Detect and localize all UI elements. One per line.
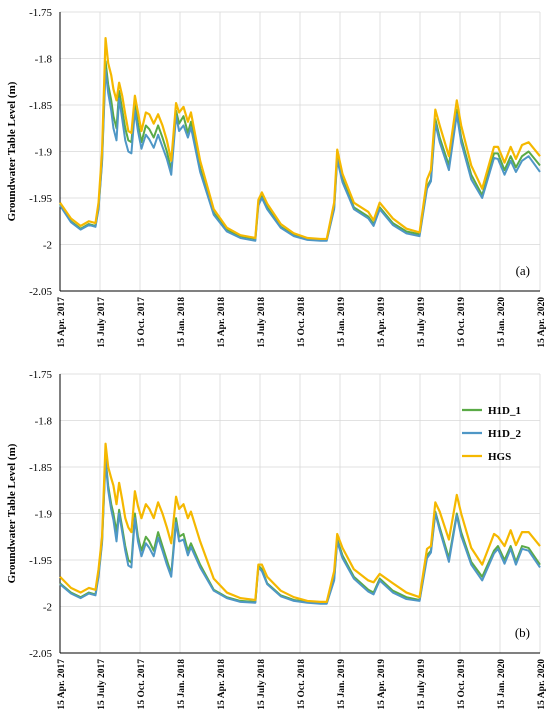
x-tick-label: 15 Apr. 2020 (537, 297, 547, 348)
y-tick-label: -1.8 (35, 54, 53, 66)
y-tick-label: -1.95 (29, 555, 52, 567)
x-tick-label: 15 Jan. 2018 (177, 297, 187, 348)
x-tick-label: 15 Oct. 2018 (297, 659, 307, 710)
legend-entry: H1D_1 (488, 405, 521, 417)
x-tick-label: 15 Jan. 2018 (177, 659, 187, 710)
y-tick-label: -1.85 (29, 462, 52, 474)
y-tick-label: -2.05 (29, 648, 52, 660)
y-tick-label: -1.75 (29, 369, 52, 381)
x-tick-label: 15 Jan. 2019 (337, 297, 347, 348)
panel-label: (b) (515, 625, 530, 640)
x-tick-label: 15 Apr. 2019 (377, 297, 387, 348)
x-tick-label: 15 July 2019 (417, 659, 427, 710)
y-tick-label: -1.8 (35, 416, 53, 428)
panel-label: (a) (516, 263, 530, 278)
x-tick-label: 15 July 2018 (257, 297, 267, 348)
x-tick-label: 15 July 2017 (97, 659, 107, 710)
x-tick-label: 15 Apr. 2017 (57, 659, 67, 710)
x-tick-label: 15 Apr. 2019 (377, 659, 387, 710)
y-axis-label: Groundwater Table Level (m) (6, 81, 18, 221)
x-tick-label: 15 Jan. 2020 (497, 297, 507, 348)
y-tick-label: -1.9 (35, 509, 53, 521)
x-tick-label: 15 Oct. 2019 (457, 659, 467, 710)
x-tick-label: 15 Jan. 2020 (497, 659, 507, 710)
series-line-h1d-2 (59, 68, 541, 242)
y-tick-label: -2.05 (29, 286, 52, 298)
y-tick-label: -2 (43, 602, 52, 614)
x-tick-label: 15 Apr. 2020 (537, 659, 547, 710)
x-tick-label: 15 Jan. 2019 (337, 659, 347, 710)
y-tick-label: -1.75 (29, 7, 52, 19)
panel-a: -1.75 -1.8 -1.85 -1.9 -1.95 -2 -2.05 15 Apr. 20… (6, 7, 547, 348)
y-tick-label: -1.85 (29, 100, 52, 112)
x-tick-label: 15 Oct. 2017 (137, 297, 147, 348)
legend: H1D_1 H1D_2 HGS (462, 405, 522, 463)
x-tick-label: 15 July 2018 (257, 659, 267, 710)
x-tick-label: 15 July 2017 (97, 297, 107, 348)
x-tick-label: 15 Apr. 2017 (57, 297, 67, 348)
series-line-hgs (59, 442, 541, 603)
series-line-h1d-2 (59, 459, 541, 605)
x-tick-label: 15 Oct. 2018 (297, 297, 307, 348)
panel-b: -1.75 -1.8 -1.85 -1.9 -1.95 -2 -2.05 15 Apr. 20… (6, 369, 547, 710)
y-tick-label: -1.95 (29, 193, 52, 205)
legend-entry: H1D_2 (488, 428, 522, 440)
x-tick-label: 15 Oct. 2017 (137, 659, 147, 710)
y-tick-label: -2 (43, 240, 52, 252)
x-tick-label: 15 Apr. 2018 (217, 297, 227, 348)
y-axis-label: Groundwater Table Level (m) (6, 443, 18, 583)
x-tick-label: 15 Apr. 2018 (217, 659, 227, 710)
x-tick-label: 15 July 2019 (417, 297, 427, 348)
x-tick-label: 15 Oct. 2019 (457, 297, 467, 348)
y-tick-label: -1.9 (35, 147, 53, 159)
series-line-hgs (59, 36, 541, 241)
legend-entry: HGS (488, 451, 511, 463)
